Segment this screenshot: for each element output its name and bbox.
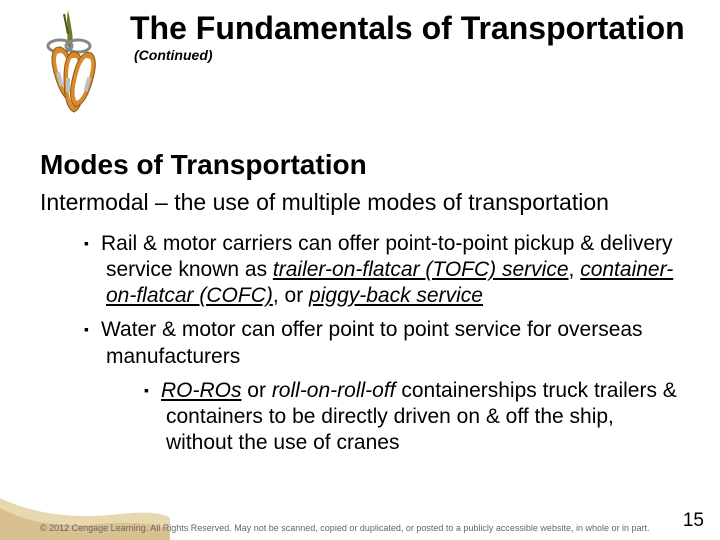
bullet-2-1-sep: or: [241, 379, 271, 402]
bullet-1-sep-2: , or: [273, 284, 309, 307]
carabiner-icon: [10, 10, 130, 125]
page-number: 15: [683, 510, 704, 532]
bullet-list: Rail & motor carriers can offer point-to…: [0, 231, 720, 457]
bullet-1-emph-3: piggy-back service: [309, 284, 483, 307]
bullet-1-sep-1: ,: [569, 258, 581, 281]
bullet-2-1-emph-2: roll-on-roll-off: [272, 379, 396, 402]
bullet-1-emph-1: trailer-on-flatcar (TOFC) service: [273, 258, 569, 281]
intro-text: Intermodal – the use of multiple modes o…: [0, 187, 720, 231]
bullet-2-1-emph-1: RO-ROs: [161, 379, 242, 402]
bullet-2-1: RO-ROs or roll-on-roll-off containership…: [36, 378, 684, 457]
bullet-1: Rail & motor carriers can offer point-to…: [36, 231, 684, 310]
title-row: The Fundamentals of Transportation (Cont…: [0, 0, 720, 131]
bullet-2: Water & motor can offer point to point s…: [36, 317, 684, 370]
slide: { "title": { "main": "The Fundamentals o…: [0, 0, 720, 540]
slide-title: The Fundamentals of Transportation: [130, 10, 685, 46]
title-text: The Fundamentals of Transportation (Cont…: [130, 10, 700, 65]
section-heading: Modes of Transportation: [0, 131, 720, 187]
slide-title-continued: (Continued): [134, 47, 213, 63]
copyright-footer: © 2012 Cengage Learning. All Rights Rese…: [40, 524, 660, 534]
